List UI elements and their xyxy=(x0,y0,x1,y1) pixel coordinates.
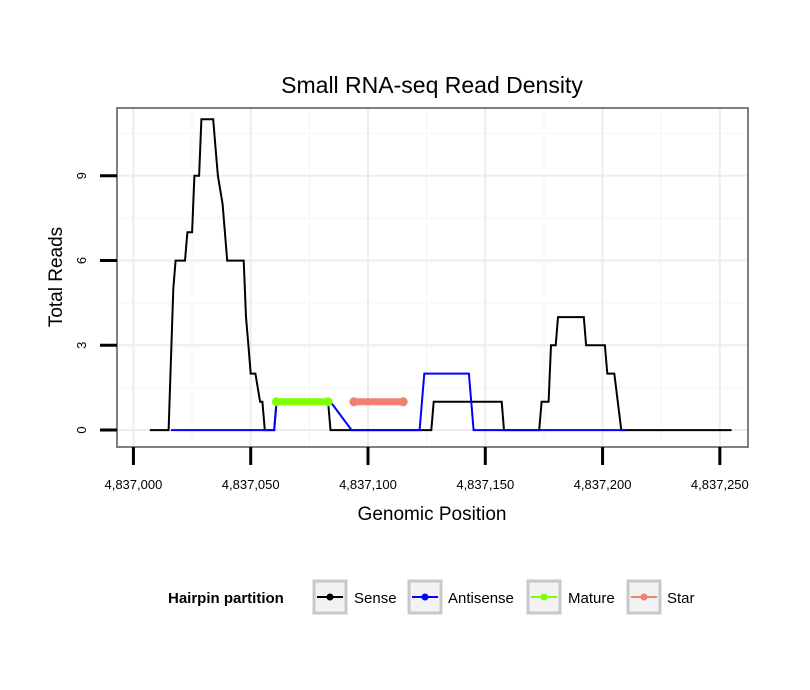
x-tick-label: 4,837,100 xyxy=(339,477,397,492)
legend-key-point xyxy=(540,593,548,601)
series-point-mature xyxy=(323,397,333,407)
y-tick-label: 9 xyxy=(74,172,89,179)
legend-key-point xyxy=(640,593,648,601)
legend-label: Mature xyxy=(568,590,615,607)
y-tick-label: 0 xyxy=(74,426,89,433)
legend-item-mature: Mature xyxy=(526,579,615,615)
x-tick-label: 4,837,250 xyxy=(691,477,749,492)
series-point-mature xyxy=(272,397,282,407)
series-layer xyxy=(149,118,732,432)
y-tick-label: 3 xyxy=(74,342,89,349)
y-tick-label: 6 xyxy=(74,257,89,264)
series-point-star xyxy=(398,397,408,407)
legend-label: Antisense xyxy=(448,590,514,607)
x-axis-label: Genomic Position xyxy=(358,504,507,525)
chart-title: Small RNA-seq Read Density xyxy=(281,72,583,98)
x-tick-label: 4,837,050 xyxy=(222,477,280,492)
legend-items: Sense Antisense Mature Star xyxy=(312,579,695,615)
y-axis: 0 3 6 9 xyxy=(74,172,117,434)
x-axis: 4,837,000 4,837,050 4,837,100 4,837,150 4,83… xyxy=(104,447,749,492)
legend: Hairpin partition Sense Antisense Mature St… xyxy=(168,579,695,615)
legend-item-antisense: Antisense xyxy=(407,579,514,615)
series-point-star xyxy=(349,397,359,407)
x-tick-label: 4,837,200 xyxy=(574,477,632,492)
legend-label: Star xyxy=(667,590,695,607)
legend-item-star: Star xyxy=(626,579,695,615)
x-tick-label: 4,837,000 xyxy=(104,477,162,492)
plot-panel-border xyxy=(116,107,749,448)
legend-key-point xyxy=(421,593,429,601)
x-tick-label: 4,837,150 xyxy=(456,477,514,492)
legend-title: Hairpin partition xyxy=(168,590,284,607)
legend-item-sense: Sense xyxy=(312,579,397,615)
plot-panel-background xyxy=(117,108,748,447)
legend-key-point xyxy=(326,593,334,601)
grid xyxy=(117,108,748,447)
y-axis-label: Total Reads xyxy=(46,227,67,327)
legend-label: Sense xyxy=(354,590,397,607)
